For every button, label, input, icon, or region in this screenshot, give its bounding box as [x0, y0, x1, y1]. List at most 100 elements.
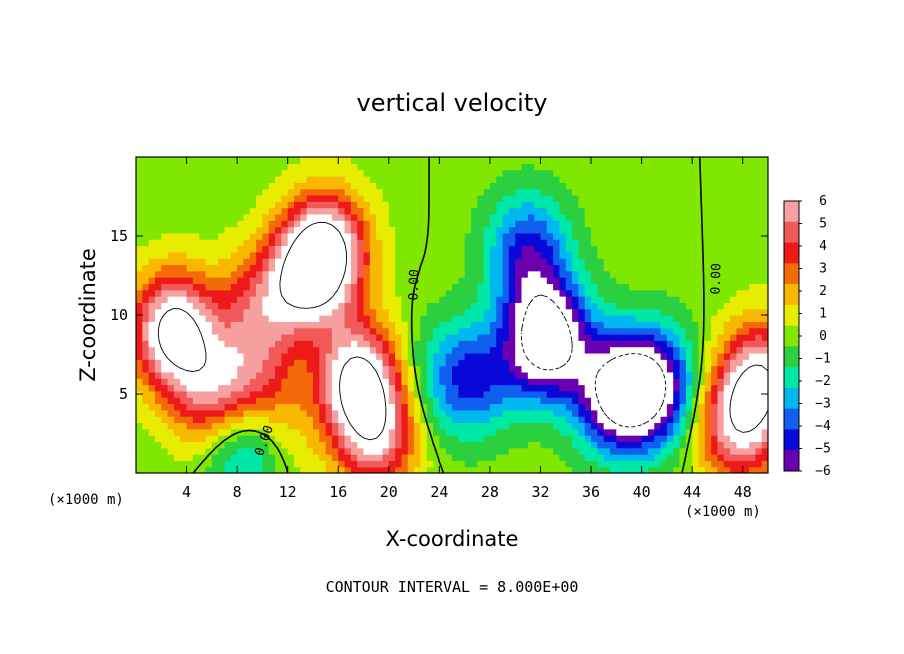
field-cell — [205, 365, 213, 373]
field-cell — [489, 201, 497, 209]
field-cell — [439, 239, 447, 247]
field-cell — [660, 207, 668, 215]
field-cell — [426, 302, 434, 310]
field-cell — [660, 213, 668, 221]
field-cell — [357, 163, 365, 171]
field-cell — [534, 466, 542, 473]
field-cell — [420, 194, 428, 202]
field-cell — [736, 296, 744, 303]
field-cell — [224, 397, 232, 405]
field-cell — [199, 277, 207, 284]
field-cell — [167, 371, 175, 379]
field-cell — [376, 352, 384, 360]
field-cell — [136, 226, 143, 234]
field-cell — [477, 239, 485, 247]
field-cell — [647, 175, 655, 183]
field-cell — [489, 251, 497, 259]
field-cell — [268, 397, 276, 405]
field-cell — [350, 308, 358, 316]
field-cell — [559, 283, 567, 291]
field-cell — [376, 245, 384, 253]
field-cell — [395, 327, 403, 335]
field-cell — [395, 201, 403, 209]
field-cell — [243, 359, 251, 367]
field-cell — [338, 466, 346, 473]
field-cell — [268, 466, 276, 473]
field-cell — [635, 416, 643, 424]
field-cell — [199, 340, 207, 348]
field-cell — [294, 441, 301, 449]
field-cell — [584, 264, 592, 272]
field-cell — [344, 270, 352, 278]
field-cell — [685, 251, 693, 259]
field-cell — [230, 441, 238, 449]
field-cell — [300, 340, 308, 348]
field-cell — [761, 441, 768, 449]
field-cell — [262, 220, 270, 228]
field-cell — [641, 327, 649, 335]
field-cell — [736, 403, 744, 411]
field-cell — [224, 157, 232, 164]
field-cell — [186, 270, 194, 278]
field-cell — [742, 302, 750, 310]
field-cell — [527, 245, 535, 253]
field-cell — [331, 239, 339, 247]
field-cell — [256, 182, 263, 190]
field-cell — [692, 359, 700, 367]
field-cell — [546, 258, 554, 266]
field-cell — [597, 289, 605, 297]
field-cell — [647, 194, 655, 202]
field-cell — [136, 333, 143, 341]
field-cell — [148, 352, 156, 360]
field-cell — [502, 441, 510, 449]
field-cell — [717, 201, 725, 209]
field-cell — [635, 447, 643, 455]
field-cell — [344, 352, 352, 360]
field-cell — [426, 245, 434, 253]
field-cell — [755, 352, 763, 360]
field-cell — [192, 213, 200, 221]
field-cell — [262, 378, 270, 386]
field-cell — [395, 466, 403, 473]
field-cell — [414, 315, 421, 322]
field-cell — [262, 359, 270, 367]
field-cell — [319, 340, 327, 348]
field-cell — [136, 454, 143, 461]
field-cell — [268, 365, 276, 373]
field-cell — [249, 409, 257, 417]
field-cell — [306, 251, 314, 259]
field-cell — [205, 163, 213, 171]
field-cell — [205, 460, 213, 468]
field-cell — [363, 163, 371, 171]
field-cell — [603, 352, 611, 360]
field-cell — [685, 333, 693, 341]
field-cell — [749, 365, 756, 373]
field-cell — [237, 194, 245, 202]
field-cell — [350, 220, 358, 228]
field-cell — [287, 327, 295, 335]
field-cell — [338, 264, 346, 272]
field-cell — [344, 182, 352, 190]
field-cell — [660, 296, 668, 303]
field-cell — [521, 283, 529, 291]
field-cell — [205, 416, 213, 424]
field-cell — [180, 308, 188, 316]
field-cell — [338, 422, 346, 430]
field-cell — [635, 315, 643, 322]
field-cell — [654, 175, 662, 183]
field-cell — [287, 315, 295, 322]
field-cell — [458, 390, 466, 398]
field-cell — [673, 390, 681, 398]
field-cell — [344, 296, 352, 303]
field-cell — [616, 441, 624, 449]
field-cell — [730, 397, 737, 405]
field-cell — [306, 435, 314, 442]
field-cell — [647, 163, 655, 171]
field-cell — [407, 454, 415, 461]
field-cell — [540, 226, 548, 234]
field-cell — [154, 188, 162, 196]
field-cell — [319, 245, 327, 253]
field-cell — [294, 194, 301, 202]
field-cell — [597, 157, 605, 164]
field-cell — [445, 315, 453, 322]
